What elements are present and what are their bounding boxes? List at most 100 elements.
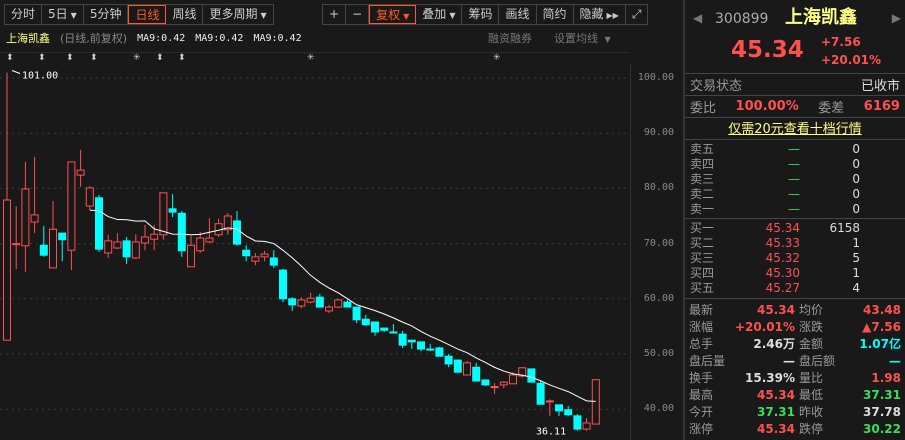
star-marker-icon[interactable]: ✳	[133, 53, 141, 63]
event-marker-icon[interactable]: ⬍	[38, 53, 46, 63]
candle-up	[150, 233, 159, 240]
level-volume: 6158	[829, 221, 860, 235]
candle-down	[389, 331, 398, 334]
candle-down	[407, 339, 416, 343]
event-marker-icon[interactable]: ⬍	[156, 53, 164, 63]
stat-label: 盘后量	[689, 354, 726, 368]
level-price: —	[788, 142, 800, 156]
stat-value: 37.78	[863, 405, 901, 419]
candle-up	[159, 192, 168, 236]
candle-up	[12, 243, 21, 246]
status-value: 已收市	[860, 79, 900, 94]
level2-promo-link[interactable]: 仅需20元查看十档行情	[728, 122, 862, 137]
sell-level-row: 卖三 — 0	[685, 172, 905, 187]
stat-label: 换手	[689, 371, 714, 385]
event-marker-icon[interactable]: ⬍	[66, 53, 74, 63]
star-marker-icon[interactable]: ✳	[307, 53, 315, 63]
sell-level-row: 卖五 — 0	[685, 142, 905, 157]
buy-level-row: 买四 45.30 1	[685, 266, 905, 281]
candle-up	[113, 241, 122, 249]
candle-up	[582, 422, 591, 430]
candle-down	[58, 232, 67, 241]
stat-value: —	[783, 354, 795, 368]
stat-row: 涨幅 +20.01% 涨跌 ▲7.56	[685, 319, 905, 336]
event-marker-icon[interactable]: ⬍	[6, 53, 14, 63]
tab-5day[interactable]: 5日 ▼	[42, 5, 84, 24]
adjust-label: 复权	[376, 8, 401, 22]
adjust-button[interactable]: 复权 ▼	[369, 5, 417, 24]
tab-daily[interactable]: 日线	[128, 5, 167, 24]
stat-value: 37.31	[863, 388, 901, 402]
candle-up	[141, 236, 149, 244]
fullscreen-button[interactable]: ⤢	[631, 7, 642, 21]
candle-down	[361, 318, 370, 326]
candle-down	[279, 269, 287, 300]
status-label: 交易状态	[690, 79, 743, 94]
prev-stock-icon[interactable]: ◀	[693, 11, 703, 25]
level-volume: 1	[852, 236, 860, 250]
candle-down	[481, 379, 490, 386]
star-marker-icon[interactable]: ✳	[493, 53, 501, 63]
ma-value: MA9:0.42	[253, 33, 302, 44]
level-label: 买五	[690, 281, 715, 295]
candle-down	[417, 341, 425, 350]
low-price-label: 36.11	[536, 427, 566, 438]
buy-level-row: 买五 45.27 4	[685, 281, 905, 296]
tab-5min[interactable]: 5分钟	[84, 5, 129, 24]
candle-down	[269, 257, 278, 266]
candle-up	[205, 237, 214, 243]
zoom-in-button[interactable]: +	[323, 5, 347, 24]
candle-down	[453, 359, 462, 373]
stock-code: 300899	[715, 11, 769, 27]
stat-value: 37.31	[757, 405, 795, 419]
candle-down	[435, 347, 444, 357]
tab-5day-label: 5日	[48, 7, 68, 21]
draw-button[interactable]: 画线	[499, 5, 537, 24]
ma-value: MA9:0.42	[195, 33, 244, 44]
tab-intraday[interactable]: 分时	[5, 5, 43, 24]
overlay-button[interactable]: 叠加 ▼	[416, 5, 463, 24]
overlay-label: 叠加	[422, 7, 447, 21]
level-volume: 0	[852, 202, 860, 216]
y-tick-label: 60.00	[643, 292, 674, 304]
candle-up	[187, 244, 195, 268]
candlestick-chart[interactable]: 101.00 36.11	[0, 0, 630, 440]
margin-trading-link[interactable]: 融资融券	[488, 32, 532, 45]
tab-weekly[interactable]: 周线	[166, 5, 204, 24]
stat-value: —	[889, 354, 901, 368]
chevron-down-icon: ▼	[70, 11, 77, 20]
candle-down	[555, 404, 563, 412]
stat-label: 最新	[689, 303, 714, 317]
stat-value: 45.34	[757, 422, 795, 436]
set-ma-label: 设置均线	[554, 32, 598, 45]
candle-down	[398, 333, 407, 346]
more-periods-label: 更多周期	[209, 7, 258, 21]
period-toolbar: 分时 5日 ▼ 5分钟 日线 周线 更多周期 ▼	[4, 4, 274, 25]
candle-down	[352, 306, 361, 321]
chips-button[interactable]: 筹码	[462, 5, 500, 24]
stat-label: 均价	[799, 303, 824, 317]
stat-label: 量比	[799, 371, 824, 385]
tab-more-periods[interactable]: 更多周期 ▼	[203, 5, 272, 24]
stat-value: 15.39%	[745, 371, 795, 385]
next-stock-icon[interactable]: ▶	[891, 11, 901, 25]
candle-up	[260, 253, 269, 258]
simple-button[interactable]: 简约	[537, 5, 574, 24]
level-volume: 1	[852, 266, 860, 280]
wb-value: 100.00%	[735, 99, 799, 114]
candle-up	[463, 362, 471, 376]
candle-up	[499, 381, 508, 386]
candle-down	[536, 382, 545, 405]
zoom-out-button[interactable]: −	[346, 5, 370, 24]
event-marker-icon[interactable]: ⬍	[90, 53, 98, 63]
buy-level-row: 买三 45.32 5	[685, 251, 905, 266]
stat-label: 今开	[689, 405, 714, 419]
candle-up	[30, 214, 39, 223]
level-volume: 0	[852, 157, 860, 171]
chevron-down-icon: ▼	[604, 35, 611, 44]
y-tick-label: 80.00	[643, 182, 674, 194]
event-marker-icon[interactable]: ⬍	[178, 53, 186, 63]
stat-row: 换手 15.39% 量比 1.98	[685, 370, 905, 387]
hide-button[interactable]: 隐藏 ▶▶	[574, 5, 626, 24]
set-ma-dropdown[interactable]: 设置均线 ▼	[554, 32, 611, 47]
